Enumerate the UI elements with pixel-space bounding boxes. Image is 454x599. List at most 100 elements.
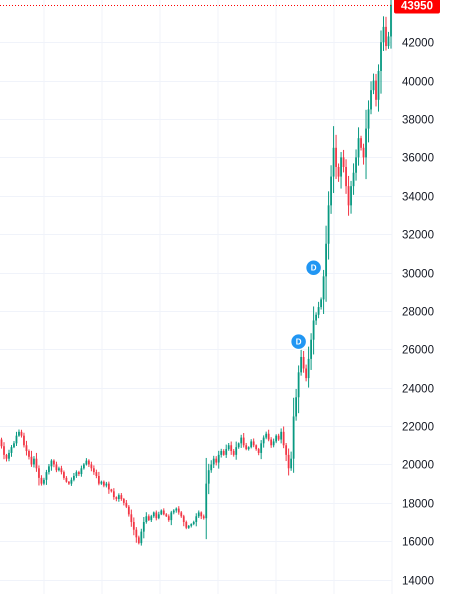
candle-body [262,437,265,444]
last-price-tag [394,0,440,14]
candle [170,510,173,526]
candle [117,493,120,502]
candle [200,511,203,520]
candle-body [5,454,8,459]
candle [33,456,35,468]
y-tick-label: 16000 [402,537,434,549]
candle [48,464,50,475]
candle-body [73,475,75,480]
candle-body [300,356,303,373]
candle-body [77,472,80,475]
candle [125,500,128,509]
candle-body [122,498,125,503]
candle-body [347,186,350,206]
dividend-marker[interactable]: D [304,258,323,277]
candle [50,459,53,471]
candle-body [82,464,85,469]
candle-body [120,495,123,499]
candle [300,346,303,376]
candle [40,475,43,486]
candle-body [3,446,5,455]
candle-body [157,514,160,519]
candle-body [337,166,340,177]
candle-body [160,510,163,515]
candle-body [340,157,342,177]
candle [350,180,352,214]
candle [20,429,23,438]
candle [197,510,200,519]
candle-body [325,243,327,277]
candle-body [372,80,375,91]
candle [382,16,385,51]
candle-body [320,299,322,308]
candle-body [15,435,18,444]
candle [212,455,215,469]
candle-body [335,147,337,167]
candle [150,514,153,523]
candle [365,109,367,180]
dividend-marker-circle[interactable] [304,258,323,277]
candle-body [0,439,3,447]
candle [82,463,85,470]
candle-body [127,506,130,515]
candle [240,434,243,448]
candle [370,81,372,115]
candle [312,306,315,355]
candle-body [145,516,148,523]
candle-body [87,460,90,465]
candle [317,301,320,319]
candle-body [68,481,70,484]
candle [340,152,342,189]
candle-body [175,508,178,511]
candle-body [202,516,205,519]
candle [80,465,83,477]
candle [237,442,240,449]
candle [262,435,265,448]
candle-body [130,514,133,523]
candle-body [205,483,208,519]
candle-body [38,468,40,478]
candle [355,149,357,181]
candle-body [352,172,355,187]
candle-body [33,458,35,465]
candle-body [95,472,98,476]
candle [282,426,285,449]
y-tick-label: 20000 [402,460,434,472]
candle-body [222,451,225,455]
candle-body [185,522,188,528]
candle [25,440,28,456]
candle [257,447,260,456]
candle-body [162,510,165,515]
candle [272,438,275,448]
candle [68,481,70,485]
candle-body [8,452,10,459]
candle-body [257,449,260,453]
candle-body [172,510,175,513]
candle-body [140,531,143,544]
candle [35,452,38,472]
last-price-layer: 43950 [0,0,440,14]
candle-body [117,495,120,499]
candle-body [110,489,113,492]
dividend-marker-circle[interactable] [289,332,308,351]
candle [327,191,330,260]
candle [192,520,195,526]
candle-body [345,166,347,187]
candle-body [235,447,238,455]
dividend-marker[interactable]: D [289,332,308,351]
candle [43,477,45,486]
candle-body [377,71,380,100]
candle [5,453,8,462]
candle-body [217,454,220,463]
candle-body [20,431,23,436]
candle-body [192,522,195,524]
y-tick-label: 38000 [402,115,434,127]
candle-body [125,502,128,507]
candle-body [195,516,198,523]
candle [215,456,218,466]
candle [357,127,360,166]
candle [3,442,5,460]
candle-body [295,397,298,417]
